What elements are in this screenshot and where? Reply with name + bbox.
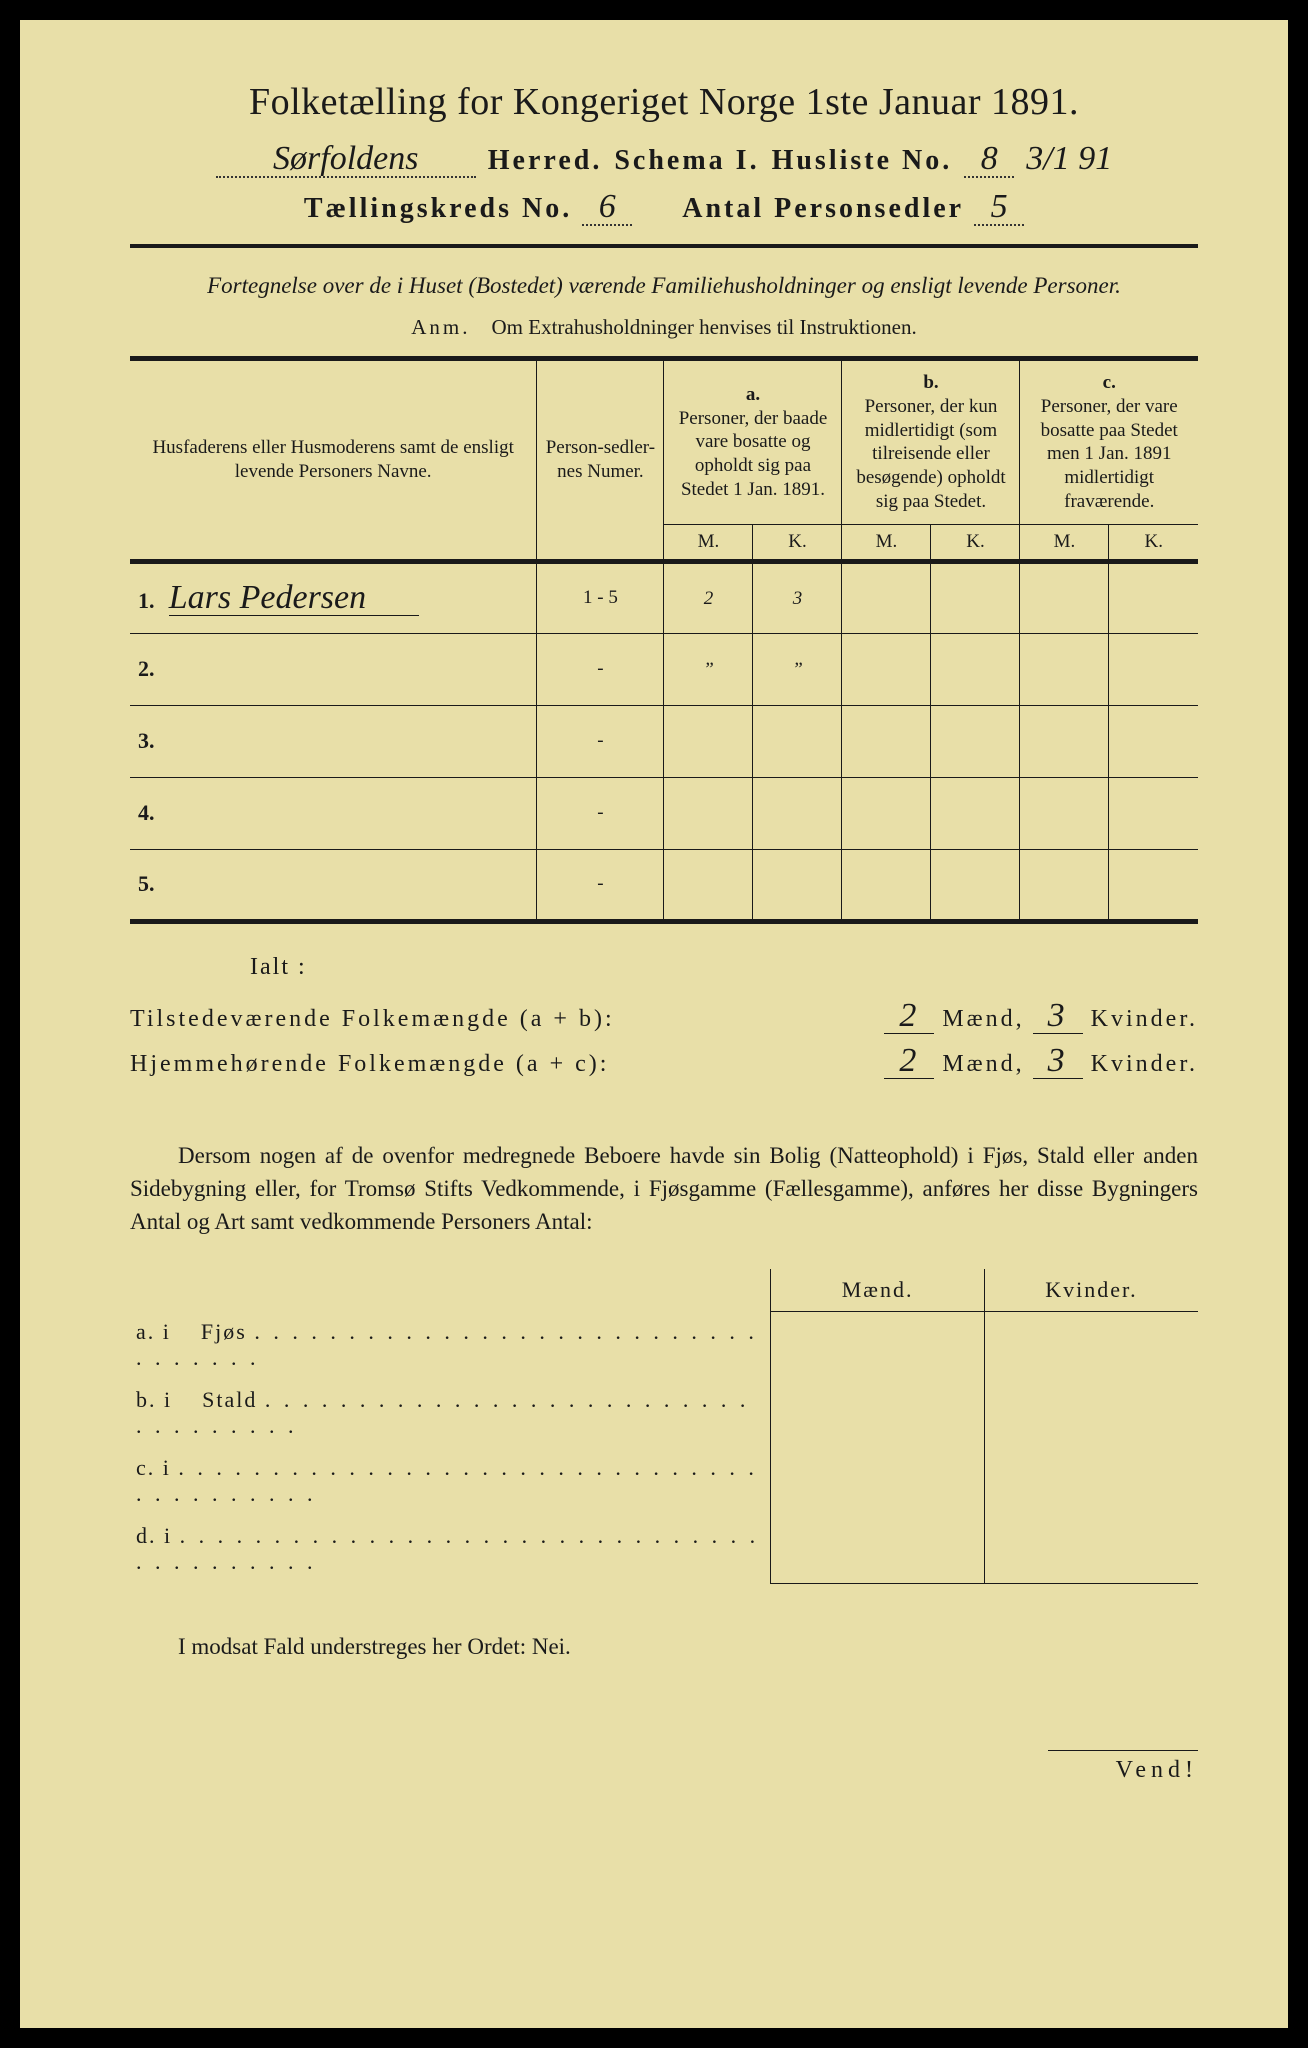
- header-line-1: Sørfoldens Herred. Schema I. Husliste No…: [130, 142, 1198, 178]
- schema-label: Schema I.: [614, 145, 759, 177]
- herred-label: Herred.: [488, 145, 603, 177]
- anm-line: Anm. Om Extrahusholdninger henvises til …: [130, 315, 1198, 340]
- herred-value: Sørfoldens: [216, 142, 476, 178]
- antal-value: 5: [974, 190, 1024, 226]
- name-1: Lars Pedersen: [169, 581, 419, 616]
- tilstede-k: 3: [1033, 999, 1083, 1034]
- husliste-value: 8: [964, 142, 1014, 178]
- rule-1: [130, 244, 1198, 248]
- b-k: K.: [931, 524, 1020, 561]
- c-k: K.: [1109, 524, 1198, 561]
- anm-text: Om Extrahusholdninger henvises til Instr…: [492, 315, 917, 339]
- anm-label: Anm.: [411, 315, 470, 339]
- vend-label: Vend!: [1048, 1750, 1198, 1784]
- ialt-label: Ialt :: [250, 954, 1198, 981]
- husliste-date: 3/1 91: [1026, 142, 1112, 176]
- header-line-2: Tællingskreds No. 6 Antal Personsedler 5: [130, 190, 1198, 226]
- a-k: K.: [753, 524, 842, 561]
- tilstede-line: Tilstedeværende Folkemængde (a + b): 2 M…: [130, 999, 1198, 1034]
- table-row: 5. -: [130, 849, 1198, 921]
- c-m: M.: [1020, 524, 1109, 561]
- a-m: M.: [664, 524, 753, 561]
- table-row: 4. -: [130, 777, 1198, 849]
- hjemme-m: 2: [884, 1044, 934, 1079]
- sedler-1: 1 - 5: [537, 561, 664, 633]
- paragraph: Dersom nogen af de ovenfor medregnede Be…: [130, 1139, 1198, 1239]
- intro-text: Fortegnelse over de i Huset (Bostedet) v…: [130, 270, 1198, 301]
- table-row: 3. -: [130, 705, 1198, 777]
- antal-label: Antal Personsedler: [682, 193, 964, 225]
- hjemme-line: Hjemmehørende Folkemængde (a + c): 2 Mæn…: [130, 1044, 1198, 1079]
- b-m: M.: [842, 524, 931, 561]
- col-a-header: a. Personer, der baade vare bosatte og o…: [664, 361, 842, 524]
- col-c-header: c. Personer, der vare bosatte paa Stedet…: [1020, 361, 1198, 524]
- tilstede-m: 2: [884, 999, 934, 1034]
- col-name-header: Husfaderens eller Husmoderens samt de en…: [130, 361, 537, 561]
- outbuild-row: b. i Stald . . . . . . . . . . . . . . .…: [130, 1379, 1198, 1447]
- outbuilding-table: Mænd. Kvinder. a. i Fjøs . . . . . . . .…: [130, 1269, 1198, 1584]
- kreds-value: 6: [582, 190, 632, 226]
- persons-table: Husfaderens eller Husmoderens samt de en…: [130, 361, 1198, 924]
- census-form-page: Folketælling for Kongeriget Norge 1ste J…: [20, 20, 1288, 2028]
- husliste-label: Husliste No.: [772, 145, 953, 177]
- modsat-line: I modsat Fald understreges her Ordet: Ne…: [130, 1634, 1198, 1660]
- outbuild-row: c. i . . . . . . . . . . . . . . . . . .…: [130, 1447, 1198, 1515]
- table-row: 1. Lars Pedersen 1 - 5 2 3: [130, 561, 1198, 633]
- table-row: 2. - ” ”: [130, 633, 1198, 705]
- table-header-row: Husfaderens eller Husmoderens samt de en…: [130, 361, 1198, 524]
- page-title: Folketælling for Kongeriget Norge 1ste J…: [130, 80, 1198, 124]
- col-num-header: Person-sedler-nes Numer.: [537, 361, 664, 561]
- outbuild-header: Mænd. Kvinder.: [130, 1269, 1198, 1312]
- hjemme-k: 3: [1033, 1044, 1083, 1079]
- kreds-label: Tællingskreds No.: [304, 193, 572, 225]
- col-b-header: b. Personer, der kun midlertidigt (som t…: [842, 361, 1020, 524]
- outbuild-row: d. i . . . . . . . . . . . . . . . . . .…: [130, 1515, 1198, 1583]
- outbuild-row: a. i Fjøs . . . . . . . . . . . . . . . …: [130, 1311, 1198, 1379]
